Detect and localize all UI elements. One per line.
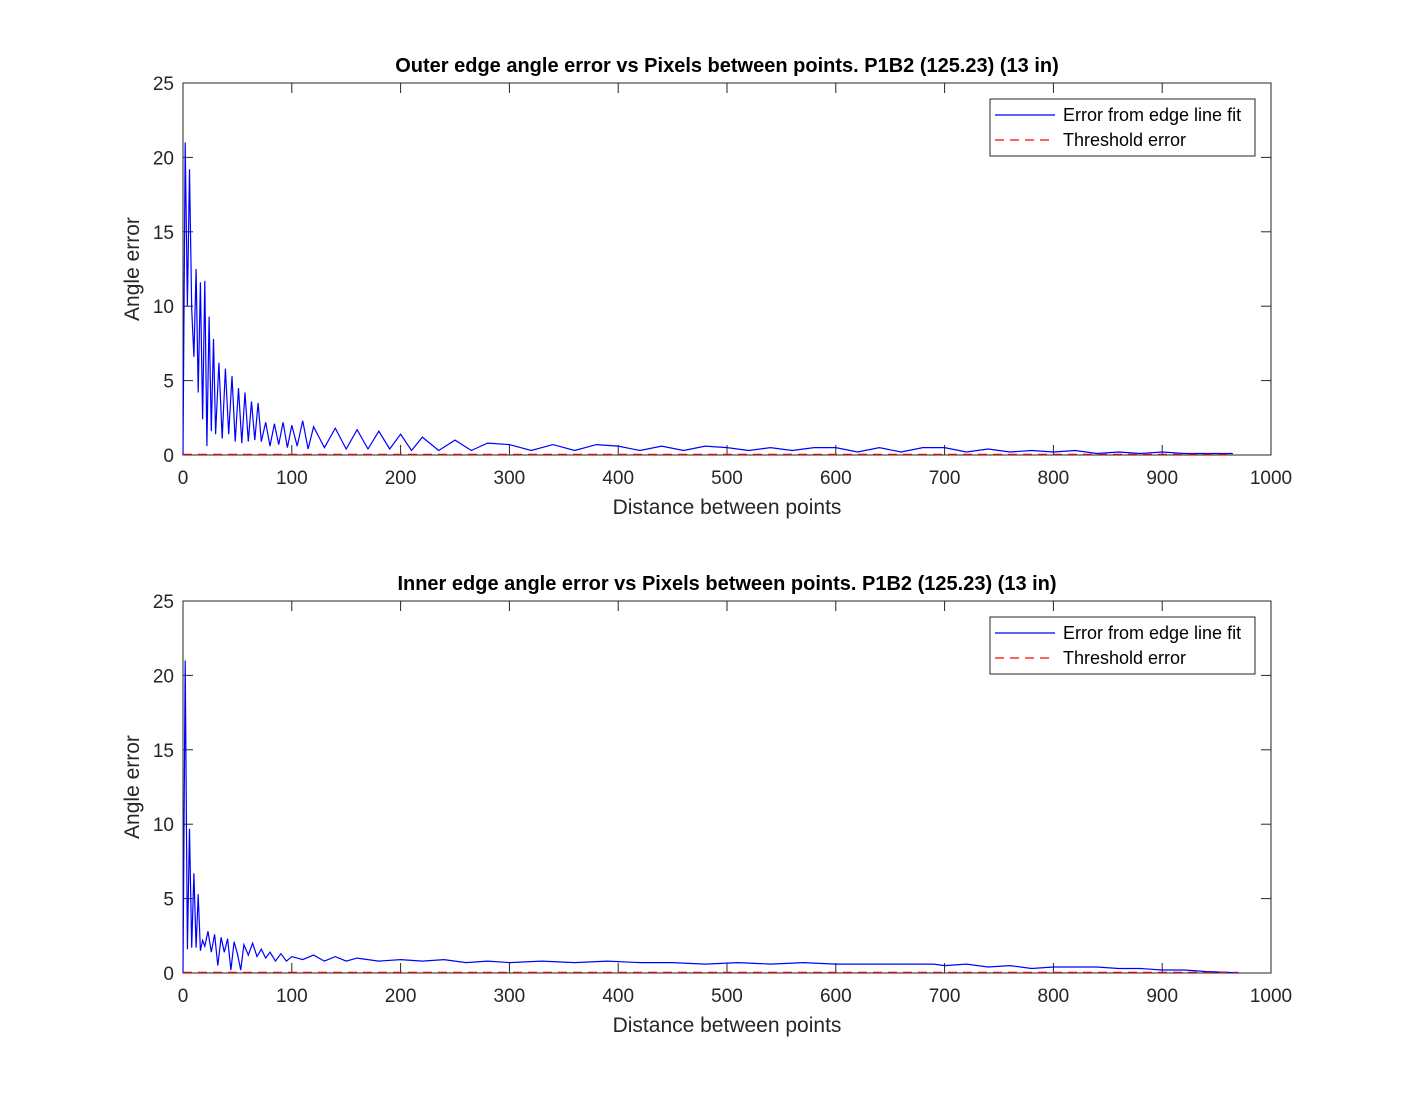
y-tick-label: 25 <box>153 592 174 613</box>
x-tick-label: 800 <box>1038 986 1070 1007</box>
y-tick-label: 0 <box>163 964 174 985</box>
y-tick-label: 0 <box>163 446 174 467</box>
x-tick-label: 600 <box>820 468 852 489</box>
plot-title: Outer edge angle error vs Pixels between… <box>395 55 1059 77</box>
outer-edge-plot: Outer edge angle error vs Pixels between… <box>121 55 1292 519</box>
x-tick-label: 900 <box>1146 986 1178 1007</box>
plot-lines <box>182 142 1233 456</box>
y-tick-label: 10 <box>153 297 174 318</box>
y-tick-label: 10 <box>153 815 174 836</box>
x-axis-label: Distance between points <box>613 1014 842 1037</box>
x-tick-label: 300 <box>494 986 526 1007</box>
x-tick-label: 1000 <box>1250 468 1292 489</box>
legend-entry-threshold: Threshold error <box>1063 130 1186 150</box>
x-tick-label: 900 <box>1146 468 1178 489</box>
y-tick-label: 15 <box>153 223 174 244</box>
x-tick-label: 200 <box>385 468 417 489</box>
x-tick-label: 100 <box>276 986 308 1007</box>
x-tick-label: 0 <box>178 986 189 1007</box>
x-tick-label: 100 <box>276 468 308 489</box>
x-tick-label: 800 <box>1038 468 1070 489</box>
y-tick-label: 15 <box>153 741 174 762</box>
series-line-edge-fit <box>182 142 1233 456</box>
legend-box <box>989 616 1256 675</box>
y-tick-label: 20 <box>153 666 174 687</box>
legend-box <box>989 98 1256 157</box>
x-tick-label: 600 <box>820 986 852 1007</box>
y-axis-label: Angle error <box>121 735 144 839</box>
x-tick-label: 500 <box>711 986 743 1007</box>
y-tick-label: 25 <box>153 74 174 95</box>
x-tick-label: 400 <box>602 468 634 489</box>
y-tick-label: 20 <box>153 148 174 169</box>
x-tick-label: 0 <box>178 468 189 489</box>
series-line-edge-fit <box>182 660 1239 974</box>
legend-entry-threshold: Threshold error <box>1063 648 1186 668</box>
x-tick-label: 500 <box>711 468 743 489</box>
legend: Error from edge line fit Threshold error <box>989 98 1256 157</box>
x-tick-label: 300 <box>494 468 526 489</box>
ticks: 0 100 200 300 400 500 600 700 800 900 1000 0 5 10 15 20… <box>153 74 1292 489</box>
x-tick-label: 700 <box>929 468 961 489</box>
y-tick-label: 5 <box>163 372 174 393</box>
y-tick-label: 5 <box>163 890 174 911</box>
x-axis-label: Distance between points <box>613 496 842 519</box>
legend-entry-edge-fit: Error from edge line fit <box>1063 623 1241 643</box>
x-tick-label: 200 <box>385 986 417 1007</box>
plot-lines <box>182 660 1239 974</box>
inner-edge-plot: Inner edge angle error vs Pixels between… <box>121 573 1292 1037</box>
plot-title: Inner edge angle error vs Pixels between… <box>397 573 1056 595</box>
x-tick-label: 1000 <box>1250 986 1292 1007</box>
x-tick-label: 400 <box>602 986 634 1007</box>
legend-entry-edge-fit: Error from edge line fit <box>1063 105 1241 125</box>
y-axis-label: Angle error <box>121 217 144 321</box>
x-tick-label: 700 <box>929 986 961 1007</box>
legend: Error from edge line fit Threshold error <box>989 616 1256 675</box>
